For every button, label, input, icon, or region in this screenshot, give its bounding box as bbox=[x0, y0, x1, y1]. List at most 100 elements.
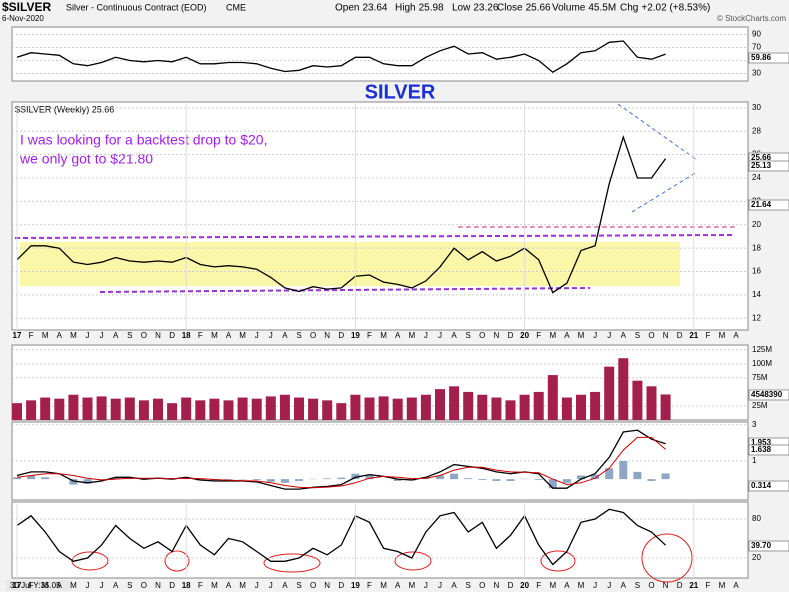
quote-value: 25.66 bbox=[526, 3, 551, 14]
y-tick-label: 20 bbox=[752, 553, 761, 562]
histogram-bar bbox=[591, 474, 600, 480]
x-tick-label: S bbox=[127, 331, 132, 340]
y-tick-label: 18 bbox=[752, 243, 761, 252]
bar bbox=[138, 400, 149, 420]
histogram-bar bbox=[478, 479, 487, 481]
bar bbox=[110, 398, 121, 420]
histogram-bar bbox=[280, 479, 289, 483]
x-tick-label: J bbox=[438, 331, 442, 340]
x-tick-label: J bbox=[607, 331, 611, 340]
value-label: 0.314 bbox=[751, 481, 772, 490]
x-tick-label: 17 bbox=[13, 581, 22, 590]
bar bbox=[604, 366, 615, 420]
value-label: 39.70 bbox=[751, 541, 772, 550]
line bbox=[16, 40, 666, 73]
x-tick-label: D bbox=[508, 581, 514, 590]
x-tick-label: S bbox=[466, 331, 471, 340]
histogram-bar bbox=[323, 478, 332, 480]
x-tick-label: M bbox=[42, 331, 49, 340]
x-tick-label: O bbox=[310, 581, 316, 590]
footer-box bbox=[6, 580, 72, 591]
x-tick-label: 21 bbox=[689, 331, 698, 340]
y-tick-label: 100M bbox=[752, 359, 772, 368]
x-tick-label: A bbox=[564, 581, 570, 590]
x-tick-label: A bbox=[226, 581, 232, 590]
x-tick-label: D bbox=[677, 581, 683, 590]
x-tick-label: A bbox=[282, 331, 288, 340]
quote-label: Close bbox=[497, 3, 523, 14]
quote-label: High bbox=[395, 3, 416, 14]
line bbox=[16, 508, 667, 566]
quote-label: Low bbox=[452, 3, 471, 14]
y-tick-label: 90 bbox=[752, 30, 761, 39]
note: I was looking for a backtest drop to $20… bbox=[20, 132, 267, 148]
histogram-bar bbox=[577, 475, 585, 480]
bar bbox=[336, 403, 347, 420]
x-tick-label: A bbox=[395, 581, 401, 590]
y-tick-label: 14 bbox=[752, 290, 761, 299]
x-tick-label: 21 bbox=[689, 581, 698, 590]
x-tick-label: M bbox=[408, 331, 415, 340]
x-tick-label: M bbox=[239, 581, 246, 590]
x-tick-label: J bbox=[100, 581, 104, 590]
quote-label: Chg bbox=[620, 3, 638, 14]
x-tick-label: F bbox=[367, 581, 372, 590]
quote-value: +2.02 (+8.53%) bbox=[641, 3, 710, 14]
bar bbox=[237, 397, 248, 420]
x-tick-label: F bbox=[705, 331, 710, 340]
range-bottom bbox=[99, 287, 591, 293]
x-tick-label: A bbox=[621, 581, 627, 590]
stoch-panel bbox=[11, 501, 749, 579]
histogram-bar bbox=[562, 479, 571, 483]
y-tick-label: 16 bbox=[752, 267, 761, 276]
x-tick-label: N bbox=[324, 581, 330, 590]
histogram-bar bbox=[13, 477, 21, 480]
x-tick-label: J bbox=[607, 581, 611, 590]
x-tick-label: J bbox=[86, 331, 90, 340]
bar bbox=[435, 389, 445, 420]
x-tick-label: J bbox=[269, 331, 273, 340]
x-tick-label: D bbox=[169, 331, 175, 340]
value-label: 59.86 bbox=[751, 53, 772, 62]
histogram-bar bbox=[633, 471, 642, 480]
x-tick-label: J bbox=[86, 581, 90, 590]
x-tick-label: M bbox=[549, 581, 556, 590]
x-tick-label: D bbox=[338, 331, 344, 340]
y-tick-label: 12 bbox=[752, 313, 761, 322]
x-tick-label: N bbox=[155, 581, 161, 590]
bar bbox=[576, 394, 586, 420]
x-tick-label: M bbox=[408, 581, 415, 590]
x-tick-label: 20 bbox=[520, 581, 529, 590]
x-tick-label: A bbox=[282, 581, 288, 590]
x-tick-label: M bbox=[239, 331, 246, 340]
x-tick-label: A bbox=[226, 331, 232, 340]
x-tick-label: O bbox=[479, 581, 485, 590]
bar bbox=[279, 394, 290, 420]
price-title: $SILVER (Weekly) 25.66 bbox=[15, 104, 114, 114]
y-tick-label: 30 bbox=[752, 103, 761, 112]
headline: SILVER bbox=[365, 81, 436, 103]
histogram-bar bbox=[295, 479, 303, 481]
histogram-bar bbox=[436, 475, 444, 480]
y-tick-label: 80 bbox=[752, 514, 761, 523]
x-tick-label: N bbox=[494, 331, 500, 340]
x-tick-label: M bbox=[380, 581, 387, 590]
x-tick-label: A bbox=[733, 581, 739, 590]
symbol: $SILVER bbox=[2, 0, 51, 14]
histogram-bar bbox=[83, 479, 92, 484]
x-tick-label: F bbox=[29, 331, 34, 340]
x-tick-label: F bbox=[705, 581, 710, 590]
bar bbox=[251, 398, 262, 420]
bar bbox=[533, 391, 544, 420]
x-tick-label: O bbox=[479, 331, 485, 340]
value-label: 4548390 bbox=[751, 390, 783, 399]
x-tick-label: N bbox=[494, 581, 500, 590]
bar bbox=[561, 397, 572, 420]
x-tick-label: M bbox=[42, 581, 49, 590]
bar bbox=[294, 397, 304, 420]
x-tick-label: A bbox=[451, 331, 457, 340]
value-label: 25.13 bbox=[751, 161, 772, 170]
x-tick-label: M bbox=[70, 581, 77, 590]
bar bbox=[590, 391, 601, 420]
